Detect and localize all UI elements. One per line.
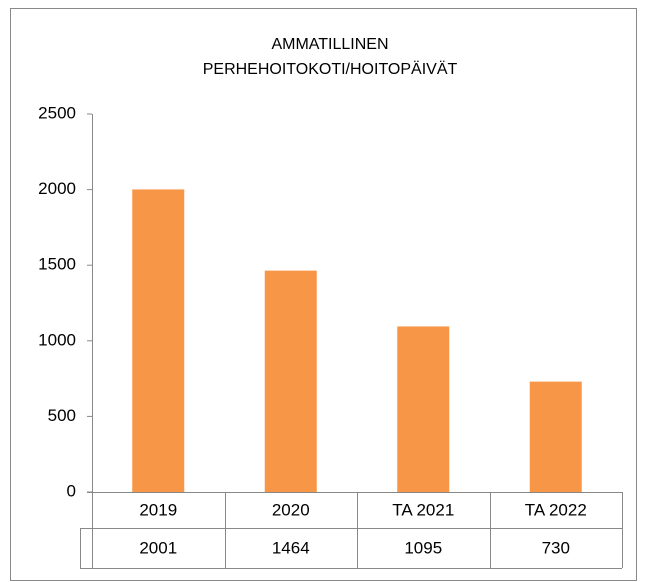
y-tick-label: 0 — [67, 481, 76, 500]
chart-title: PERHEHOITOKOTI/HOITOPÄIVÄT — [203, 60, 458, 78]
chart-title: AMMATILLINEN — [271, 36, 388, 53]
table-value: 1464 — [272, 538, 310, 557]
table-value: 1095 — [404, 538, 442, 557]
x-tick-label: 2020 — [272, 500, 310, 519]
bar — [132, 189, 185, 493]
x-tick-label: TA 2021 — [392, 500, 454, 519]
x-tick-label: TA 2022 — [525, 500, 587, 519]
table-value: 730 — [542, 538, 570, 557]
chart-frame — [10, 8, 637, 581]
y-tick-label: 2000 — [38, 179, 76, 198]
x-tick-label: 2019 — [139, 500, 177, 519]
bar — [397, 326, 450, 492]
bar — [264, 270, 317, 492]
y-tick-label: 1500 — [38, 255, 76, 274]
y-tick-label: 1000 — [38, 330, 76, 349]
y-tick-label: 500 — [48, 406, 76, 425]
table-value: 2001 — [139, 538, 177, 557]
bar — [529, 381, 582, 492]
y-tick-label: 2500 — [38, 103, 76, 122]
